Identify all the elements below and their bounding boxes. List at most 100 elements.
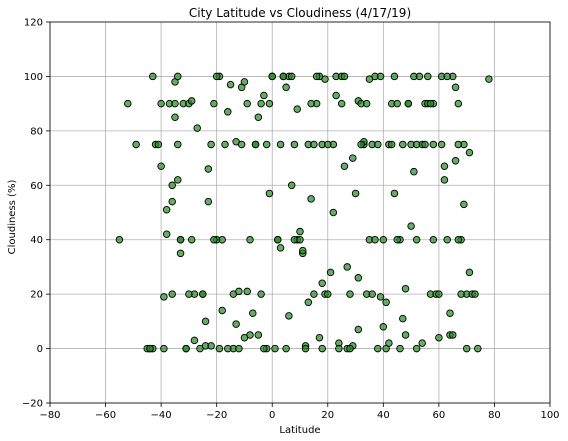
data-point — [451, 83, 460, 92]
data-point — [187, 235, 196, 244]
data-point — [349, 154, 357, 162]
data-point — [307, 195, 315, 203]
data-point — [460, 200, 468, 209]
data-point — [343, 263, 351, 271]
data-point — [301, 344, 310, 353]
data-point — [457, 290, 465, 298]
data-point — [335, 344, 343, 353]
data-point — [174, 176, 182, 184]
data-point — [226, 80, 235, 89]
data-point — [376, 293, 385, 301]
data-point — [254, 331, 263, 339]
data-point — [282, 344, 290, 353]
data-point — [235, 287, 243, 296]
data-point — [332, 91, 340, 100]
x-tick-label: −80 — [39, 410, 60, 421]
data-point — [262, 140, 271, 149]
data-point — [276, 244, 285, 252]
data-point — [215, 344, 224, 353]
data-point — [421, 140, 429, 149]
data-point — [296, 227, 304, 236]
data-point — [210, 235, 218, 244]
data-point — [451, 157, 460, 165]
data-point — [204, 197, 213, 206]
data-point — [182, 344, 190, 353]
data-point — [365, 75, 374, 83]
data-point — [465, 148, 474, 157]
data-point — [224, 108, 232, 116]
data-point — [243, 99, 251, 108]
data-point — [162, 230, 171, 239]
data-point — [243, 287, 251, 296]
data-point — [199, 290, 207, 298]
data-point — [362, 99, 371, 108]
data-point — [315, 333, 324, 342]
data-point — [429, 140, 438, 149]
data-point — [390, 189, 399, 198]
data-point — [471, 290, 479, 298]
data-point — [168, 290, 176, 298]
data-point — [465, 268, 474, 277]
data-point — [204, 165, 213, 173]
y-tick-label: 80 — [30, 126, 43, 137]
data-point — [290, 140, 299, 149]
data-point — [285, 312, 293, 320]
data-point — [401, 284, 410, 293]
data-point — [240, 333, 249, 342]
data-point — [449, 331, 457, 339]
data-point — [310, 290, 318, 298]
x-tick-label: 100 — [540, 410, 559, 421]
data-point — [357, 140, 365, 149]
data-point — [485, 75, 493, 83]
data-point — [168, 181, 176, 190]
data-point — [429, 235, 438, 244]
data-point — [401, 331, 410, 339]
data-points — [115, 72, 493, 353]
data-point — [132, 140, 140, 149]
data-point — [446, 309, 454, 317]
data-point — [337, 99, 346, 108]
data-point — [412, 235, 421, 244]
y-tick-label: −20 — [22, 399, 43, 410]
data-point — [418, 339, 426, 347]
data-point — [412, 344, 421, 353]
data-point — [287, 181, 296, 190]
data-point — [296, 235, 304, 244]
data-point — [201, 317, 210, 326]
data-point — [246, 235, 254, 244]
y-axis-label: Cloudiness (%) — [7, 180, 18, 255]
chart-title: City Latitude vs Cloudiness (4/17/19) — [189, 6, 411, 20]
data-point — [346, 290, 354, 298]
data-point — [324, 140, 332, 149]
data-point — [232, 320, 240, 328]
data-point — [260, 91, 268, 100]
x-tick-label: 20 — [321, 410, 334, 421]
data-point — [324, 290, 332, 298]
data-point — [415, 72, 424, 81]
data-point — [399, 140, 407, 149]
data-point — [218, 235, 226, 244]
data-point — [276, 140, 285, 149]
data-point — [224, 344, 232, 353]
data-point — [299, 246, 307, 255]
y-axis-ticks: −20 0 20 40 60 80 100 120 — [22, 18, 50, 410]
data-point — [390, 72, 399, 81]
x-axis-label: Latitude — [279, 425, 320, 436]
data-point — [387, 140, 396, 149]
data-point — [440, 176, 449, 184]
x-axis-ticks: −80 −60 −40 −20 0 20 40 60 80 100 — [39, 403, 560, 421]
data-point — [218, 306, 226, 315]
data-point — [340, 162, 349, 170]
data-point — [115, 235, 124, 244]
data-point — [157, 162, 165, 170]
data-point — [374, 140, 382, 149]
data-point — [174, 72, 182, 81]
data-point — [407, 222, 415, 230]
data-point — [318, 279, 326, 288]
data-point — [146, 344, 154, 353]
data-point — [274, 235, 282, 244]
data-point — [304, 298, 313, 307]
data-point — [474, 344, 482, 353]
data-point — [171, 99, 179, 108]
y-tick-label: 0 — [37, 344, 43, 355]
